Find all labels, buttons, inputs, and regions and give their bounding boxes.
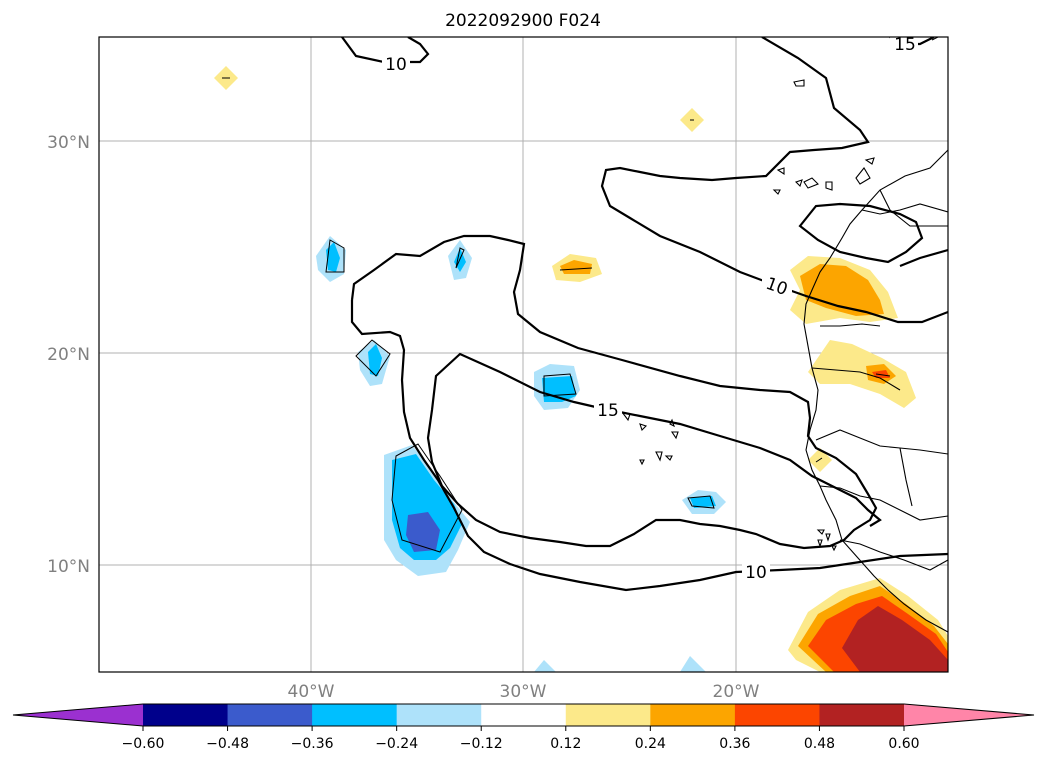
- colorbar-tick-label: −0.12: [460, 736, 503, 752]
- lon-label-20w: 20°W: [713, 682, 760, 702]
- marker-7: [543, 373, 577, 397]
- contour-label-bg-5: [742, 562, 770, 580]
- shaded-anomalies: [214, 66, 948, 672]
- colorbar-tick-label: 0.12: [550, 736, 581, 752]
- marker-3: [559, 267, 593, 271]
- contour-label-bg-3: [762, 276, 792, 294]
- pos-anomaly-patch-7-max: [842, 606, 948, 672]
- contour-lines: [341, 37, 948, 592]
- gridlines: [99, 37, 948, 672]
- contour-10-inner: [899, 248, 948, 268]
- cape-verde: [620, 411, 679, 466]
- map-title: 2022092900 F024: [445, 11, 601, 31]
- contour-label-2: 15: [894, 35, 916, 55]
- africa-border-8: [899, 447, 913, 507]
- africa-border-4: [811, 367, 901, 391]
- neg-anomaly-patch-main-min: [406, 512, 440, 552]
- colorbar-swatch: [143, 704, 229, 726]
- bijagos-islands: [816, 529, 837, 552]
- colorbar-extend-low: [13, 704, 143, 726]
- pos-anomaly-patch-5: [808, 340, 916, 408]
- neg-anomaly-patch-e-core: [690, 496, 716, 508]
- colorbar-tick-label: −0.60: [122, 736, 165, 752]
- lat-tick-labels: 30°N 20°N 10°N: [47, 133, 90, 577]
- map-panel: 10 15 10 15 10: [98, 35, 949, 673]
- colorbar-tick-label: 0.48: [804, 736, 835, 752]
- iberia-africa-coast: [803, 149, 948, 633]
- colorbar-swatch: [481, 704, 567, 726]
- colorbar-swatch: [396, 704, 482, 726]
- colorbar-extend-high: [904, 704, 1034, 726]
- anomaly-markers: [222, 77, 891, 553]
- contour-label-1: 10: [385, 55, 407, 75]
- madeira: [793, 79, 805, 87]
- lon-label-40w: 40°W: [288, 682, 335, 702]
- africa-border-1: [879, 189, 948, 227]
- africa-border-2: [861, 203, 948, 215]
- africa-border-7: [839, 539, 948, 571]
- pos-anomaly-patch-3-core: [560, 260, 592, 274]
- azores-coast-top: [931, 37, 940, 41]
- marker-9: [391, 443, 463, 553]
- contour-10-large-loop: [350, 234, 882, 550]
- contour-label-4: 15: [597, 401, 619, 421]
- neg-anomaly-patch-g: [680, 656, 706, 672]
- colorbar-tick-label: 0.24: [635, 736, 666, 752]
- contour-15-africa: [798, 202, 924, 264]
- africa-border-5: [815, 429, 948, 455]
- contour-10-north: [341, 37, 430, 64]
- canary-islands: [772, 157, 875, 195]
- colorbar-swatch: [565, 704, 651, 726]
- contour-label-5: 10: [745, 563, 767, 583]
- contour-label-bg-4: [594, 400, 622, 418]
- marker-6: [355, 339, 391, 377]
- neg-anomaly-patch-a-core: [326, 242, 340, 272]
- africa-border-3: [820, 323, 881, 327]
- contour-labels: 10 15 10 15 10: [382, 35, 918, 583]
- marker-11: [875, 373, 891, 377]
- colorbar: −0.60 −0.48 −0.36 −0.24 −0.12 0.12 0.24 0.36 0.4…: [12, 703, 1035, 752]
- coastlines: [620, 37, 948, 633]
- colorbar-swatch: [312, 704, 398, 726]
- map-frame: [98, 36, 949, 673]
- contour-label-bg-2: [890, 37, 918, 53]
- lat-label-20n: 20°N: [47, 345, 90, 365]
- lat-label-10n: 10°N: [47, 557, 90, 577]
- contour-10-main: [600, 37, 948, 324]
- colorbar-swatch: [734, 704, 820, 726]
- pos-anomaly-patch-5-max: [872, 370, 890, 378]
- marker-10: [815, 457, 823, 463]
- colorbar-swatch: [819, 704, 905, 726]
- colorbar-tick-label: −0.48: [206, 736, 249, 752]
- colorbar-tick-label: 0.60: [888, 736, 919, 752]
- lon-tick-labels: 40°W 30°W 20°W: [288, 682, 760, 702]
- marker-4: [455, 247, 465, 269]
- africa-border-6: [819, 485, 948, 521]
- neg-anomaly-patch-b-core: [368, 344, 382, 376]
- neg-anomaly-patch-f: [534, 660, 556, 672]
- marker-5: [325, 239, 345, 273]
- lat-label-30n: 30°N: [47, 133, 90, 153]
- colorbar-tick-label: −0.36: [291, 736, 334, 752]
- colorbar-tick-label: −0.24: [375, 736, 418, 752]
- contour-label-bg-1: [382, 54, 410, 72]
- marker-8: [687, 495, 715, 509]
- contour-10-outer: [350, 300, 948, 592]
- lon-label-30w: 30°W: [500, 682, 547, 702]
- colorbar-swatch: [650, 704, 736, 726]
- colorbar-swatch: [227, 704, 313, 726]
- colorbar-tick-label: 0.36: [719, 736, 750, 752]
- pos-anomaly-patch-4-core: [800, 264, 884, 316]
